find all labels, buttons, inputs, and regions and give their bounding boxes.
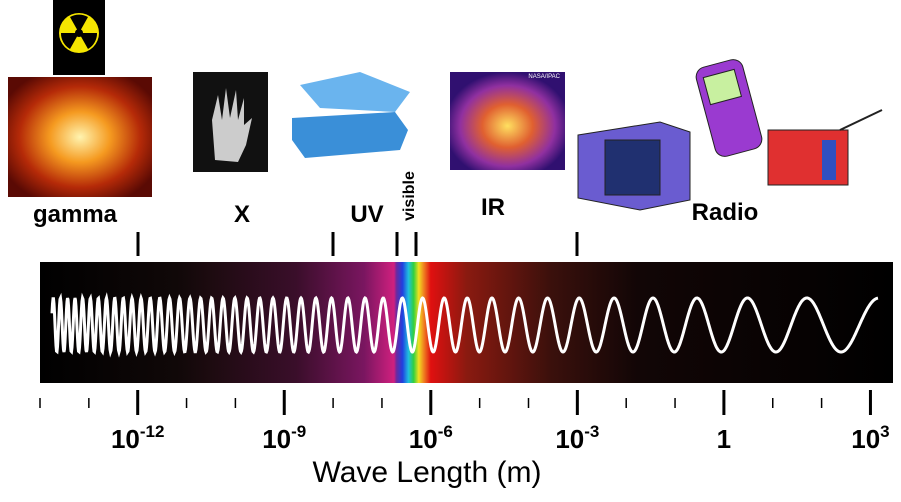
- tick-label: 10-3: [555, 422, 599, 454]
- tick-base: 1: [717, 424, 731, 454]
- tanning-bed: [292, 112, 408, 158]
- tick-base: 10: [409, 424, 438, 454]
- tick-label: 10-6: [409, 422, 453, 454]
- band-label: X: [234, 201, 250, 228]
- tick-exponent: -3: [584, 422, 599, 441]
- explosion-image: [8, 77, 152, 197]
- tick-label: 10-12: [111, 422, 165, 454]
- band-label: Radio: [692, 199, 759, 226]
- tick-exponent: 3: [880, 422, 889, 441]
- ir-dog-image: [450, 72, 565, 170]
- tick-exponent: -6: [438, 422, 453, 441]
- band-label: gamma: [33, 201, 118, 228]
- tick-base: 10: [262, 424, 291, 454]
- axis-title: Wave Length (m): [313, 456, 542, 489]
- tick-label: 1: [717, 424, 731, 454]
- tick-label: 10-9: [262, 422, 306, 454]
- image-credit: NASA/IPAC: [528, 74, 560, 80]
- band-label: visible: [401, 171, 418, 221]
- radio-antenna: [840, 110, 882, 130]
- radio-dial: [822, 140, 836, 180]
- tick-base: 10: [851, 424, 880, 454]
- tick-exponent: -9: [291, 422, 306, 441]
- spectrum-diagram: NASA/IPAC gamma X UV IR Radio visible 10…: [0, 0, 901, 497]
- microwave-window: [605, 140, 660, 195]
- tick-label: 103: [851, 422, 889, 454]
- tick-base: 10: [111, 424, 140, 454]
- band-label: UV: [350, 201, 383, 228]
- band-boundaries: [138, 232, 577, 256]
- tick-exponent: -12: [140, 422, 165, 441]
- tanning-bed: [300, 72, 410, 112]
- tick-base: 10: [555, 424, 584, 454]
- band-label: IR: [481, 194, 505, 221]
